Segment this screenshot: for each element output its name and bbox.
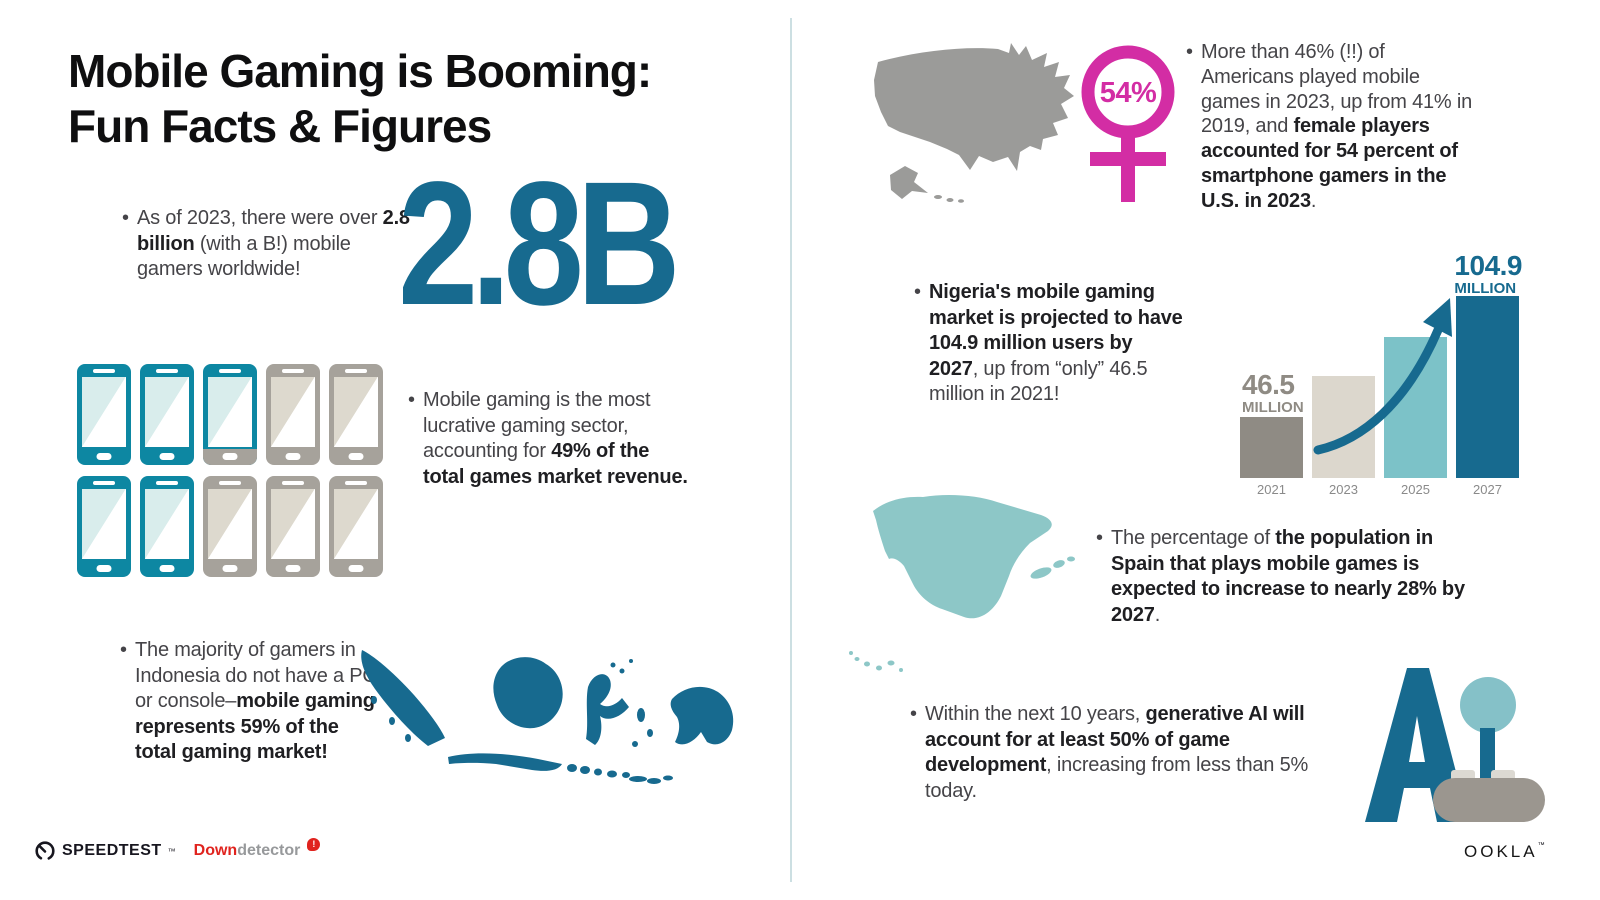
ookla-logo: OOKLA™ bbox=[1464, 842, 1548, 861]
phone-icon-gray bbox=[266, 364, 320, 465]
speedtest-label: SPEEDTEST bbox=[62, 842, 162, 859]
title-line-1: Mobile Gaming is Booming: bbox=[68, 45, 652, 97]
fact-text: The majority of gamers in Indonesia do n… bbox=[135, 639, 377, 764]
fact-text: Within the next 10 years, generative AI … bbox=[925, 703, 1309, 802]
ai-joystick-icon bbox=[1365, 668, 1545, 822]
phone-icon-teal bbox=[140, 476, 194, 577]
bar-2021: 2021 bbox=[1240, 417, 1303, 498]
title-line-2: Fun Facts & Figures bbox=[68, 100, 492, 153]
speedtest-gauge-icon bbox=[35, 841, 55, 861]
phone-icon-gray bbox=[329, 364, 383, 465]
bullet: • bbox=[1096, 527, 1103, 549]
fact-generative-ai: • Within the next 10 years, generative A… bbox=[910, 702, 1312, 804]
nigeria-users-bar-chart: 46.5 MILLION 104.9 MILLION 2021 2023 2025 2… bbox=[1240, 246, 1522, 498]
footer-brands: SPEEDTEST ™ Downdetector ! bbox=[34, 837, 321, 862]
fact-usa-players: • More than 46% (!!) of Americans played… bbox=[1186, 40, 1478, 214]
downdetector-logo: Downdetector ! bbox=[193, 837, 321, 860]
speedtest-trademark: ™ bbox=[167, 846, 176, 856]
fact-text: The percentage of the population in Spai… bbox=[1111, 527, 1465, 626]
bullet: • bbox=[1186, 41, 1193, 63]
downdetector-label: Downdetector bbox=[193, 842, 301, 859]
fact-spain-population: • The percentage of the population in Sp… bbox=[1096, 526, 1468, 628]
bullet: • bbox=[120, 639, 127, 661]
phone-icon-gray bbox=[203, 476, 257, 577]
page-title: Mobile Gaming is Booming: Fun Facts & Fi… bbox=[68, 44, 652, 154]
phones-grid bbox=[77, 364, 389, 577]
fact-text: More than 46% (!!) of Americans played m… bbox=[1201, 41, 1473, 212]
downdetector-alert-icon: ! bbox=[307, 837, 321, 851]
fact-nigeria-users: • Nigeria's mobile gaming market is proj… bbox=[914, 280, 1186, 408]
big-number-2-8b: 2.8B bbox=[398, 146, 681, 342]
bullet: • bbox=[914, 281, 921, 303]
indonesia-map-icon bbox=[361, 650, 734, 784]
ookla-trademark: ™ bbox=[1537, 842, 1548, 849]
female-symbol-icon: 54% bbox=[1081, 45, 1175, 202]
usa-map-icon bbox=[874, 43, 1074, 203]
bullet: • bbox=[122, 207, 129, 229]
bar-chart-bars: 2021 2023 2025 2027 bbox=[1240, 296, 1519, 498]
bar-2025: 2025 bbox=[1384, 337, 1447, 498]
spain-map-icon bbox=[849, 494, 1075, 672]
phone-icon-gray bbox=[266, 476, 320, 577]
bullet: • bbox=[408, 389, 415, 411]
center-divider bbox=[790, 18, 792, 882]
chart-value-label-2027: 104.9 MILLION bbox=[1454, 250, 1522, 297]
bar-2023: 2023 bbox=[1312, 376, 1375, 498]
fact-text: As of 2023, there were over 2.8 billion … bbox=[137, 207, 410, 281]
bar-2027: 2027 bbox=[1456, 296, 1519, 498]
phone-icon-partial bbox=[203, 364, 257, 465]
phone-icon-teal bbox=[77, 364, 131, 465]
fact-indonesia: • The majority of gamers in Indonesia do… bbox=[120, 638, 382, 766]
fact-gamers-worldwide: • As of 2023, there were over 2.8 billio… bbox=[122, 206, 410, 283]
phone-icon-gray bbox=[329, 476, 383, 577]
female-stat-value: 54% bbox=[1100, 77, 1157, 109]
bullet: • bbox=[910, 703, 917, 725]
fact-revenue-share: • Mobile gaming is the most lucrative ga… bbox=[408, 388, 690, 490]
phone-icon-teal bbox=[140, 364, 194, 465]
fact-text: Nigeria's mobile gaming market is projec… bbox=[929, 281, 1183, 406]
fact-text: Mobile gaming is the most lucrative gami… bbox=[423, 389, 688, 488]
phone-icon-teal bbox=[77, 476, 131, 577]
chart-value-label-2021: 46.5 MILLION bbox=[1242, 369, 1304, 416]
speedtest-logo: SPEEDTEST ™ bbox=[34, 840, 176, 862]
